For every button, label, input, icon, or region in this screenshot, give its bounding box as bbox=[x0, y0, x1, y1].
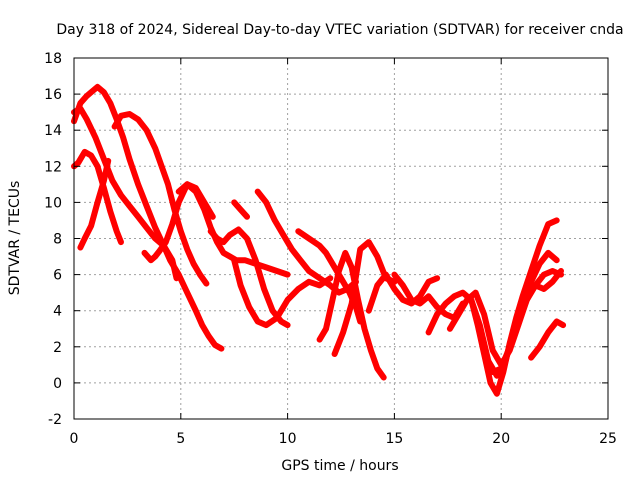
series-track-8 bbox=[207, 226, 291, 329]
y-tick-label: 12 bbox=[44, 159, 62, 175]
y-tick-label: 4 bbox=[53, 304, 62, 320]
series-track-15 bbox=[365, 271, 441, 314]
plot-frame bbox=[73, 57, 609, 420]
series-track-16 bbox=[391, 271, 466, 321]
series-track-3 bbox=[71, 148, 124, 246]
y-tick-label: 8 bbox=[53, 232, 62, 248]
y-tick-label: 18 bbox=[44, 51, 62, 67]
series-track-17 bbox=[425, 217, 560, 397]
x-tick-label: 25 bbox=[599, 431, 617, 447]
y-tick-label: 6 bbox=[53, 268, 62, 284]
x-tick-label: 20 bbox=[492, 431, 510, 447]
series-track-7 bbox=[175, 181, 291, 278]
x-tick-label: 15 bbox=[385, 431, 403, 447]
series-track-9 bbox=[231, 257, 334, 329]
series-track-1 bbox=[71, 83, 225, 352]
series-track-11 bbox=[231, 199, 250, 220]
series-track-21 bbox=[528, 318, 567, 361]
x-tick-label: 5 bbox=[176, 431, 185, 447]
axes: 0 5 10 15 20 25 -2 0 2 4 6 8 10 12 14 16 18 bbox=[44, 51, 617, 447]
x-axis-label: GPS time / hours bbox=[281, 458, 398, 474]
y-tick-label: 16 bbox=[44, 87, 62, 103]
series-track-5 bbox=[111, 111, 210, 287]
chart-title: Day 318 of 2024, Sidereal Day-to-day VTE… bbox=[56, 22, 623, 38]
x-tick-label: 0 bbox=[70, 431, 79, 447]
series-track-10 bbox=[254, 188, 359, 296]
series-track-4 bbox=[77, 157, 112, 251]
y-tick-label: 2 bbox=[53, 340, 62, 356]
x-tick-label: 10 bbox=[279, 431, 297, 447]
series-track-20 bbox=[489, 268, 564, 376]
series-track-13 bbox=[316, 249, 387, 381]
y-tick-label: 14 bbox=[44, 123, 62, 139]
y-tick-label: -2 bbox=[48, 412, 62, 428]
y-tick-label: 10 bbox=[44, 195, 62, 211]
y-tick-label: 0 bbox=[53, 376, 62, 392]
data-series bbox=[71, 83, 567, 397]
y-axis-label: SDTVAR / TECUs bbox=[7, 181, 23, 296]
